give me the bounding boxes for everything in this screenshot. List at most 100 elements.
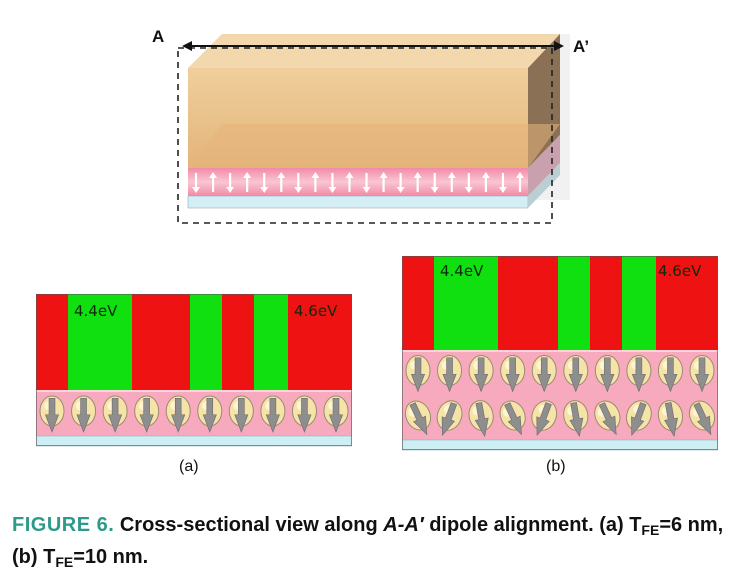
dipole-arrow <box>536 402 552 437</box>
dipole-arrow-head <box>260 187 269 193</box>
dipole-arrow <box>265 397 280 433</box>
dipole-arrow <box>76 397 91 433</box>
dipole-arrow-head <box>311 172 320 178</box>
interlayer <box>402 439 718 451</box>
dipole-ellipse-group <box>499 400 526 436</box>
dipole-arrow <box>600 357 615 393</box>
caption-text-2: dipole alignment. (a) T <box>429 514 642 536</box>
dipole-ellipse-group <box>197 395 223 433</box>
panel-b-wf-right: 4.6eV <box>658 262 702 280</box>
dipole-arrow <box>693 402 712 436</box>
dipole-ellipse-group <box>594 400 621 436</box>
dipole-ellipse-group <box>260 395 286 433</box>
figure-number: FIGURE 6. <box>12 514 115 536</box>
dipole-ellipse-group <box>165 395 191 433</box>
dipole-ellipse-group <box>102 395 128 433</box>
dipole-arrow <box>505 357 520 393</box>
cut-plane-outline <box>177 47 553 224</box>
panel-a: 4.4eV 4.6eV <box>36 294 352 452</box>
dipole-ellipse-group <box>405 355 431 393</box>
dipole-arrow <box>171 397 186 433</box>
gold-block-top <box>188 34 560 68</box>
dipole-arrow-head <box>328 187 337 193</box>
gold-block-inner-shade <box>188 124 560 168</box>
panel-b-svg <box>402 256 718 451</box>
panel-b: 4.4eV 4.6eV <box>402 256 718 452</box>
dipole-ellipse-group <box>468 400 494 438</box>
dipole-arrow <box>568 357 583 393</box>
dipole-arrow <box>108 397 123 433</box>
dipole-ellipse-group <box>468 355 494 393</box>
fe-layer-front <box>188 168 528 196</box>
dipole-arrow-head <box>396 187 405 193</box>
dipole-ellipse-group <box>134 395 160 433</box>
dipole-ellipse-group <box>688 400 716 436</box>
top-3d-diagram <box>160 20 600 240</box>
panel-a-svg <box>36 294 352 447</box>
dipole-arrow-head <box>243 172 252 178</box>
dipole-ellipse-group <box>404 400 432 436</box>
dipole-arrow <box>441 402 458 437</box>
dipole-ellipse-group <box>500 355 526 393</box>
dipole-ellipse-group <box>531 355 557 393</box>
metal-stripe-2 <box>498 256 558 350</box>
dipole-arrow <box>410 357 426 393</box>
label-a-prime: A’ <box>573 37 590 56</box>
dipole-arrow-head <box>413 172 422 178</box>
dipole-ellipse-group <box>563 400 589 438</box>
label-a: A <box>152 27 165 46</box>
metal-stripe-1 <box>68 294 132 390</box>
figure-caption: FIGURE 6. Cross-sectional view along A-A… <box>12 512 732 576</box>
dipole-arrow-head <box>464 187 473 193</box>
dipole-ellipse-group <box>39 395 65 433</box>
panel-frame <box>36 294 352 446</box>
metal-stripe-5 <box>254 294 288 390</box>
dipole-ellipse-group <box>323 395 349 433</box>
dipole-arrow <box>328 397 344 433</box>
dipole-arrow-head <box>294 187 303 193</box>
top-3d-svg <box>177 34 570 224</box>
caption-text-4: =10 nm. <box>73 546 149 568</box>
dipole-ellipse-group <box>71 395 97 433</box>
dipole-arrow-head <box>345 172 354 178</box>
caption-italic-term: A-A′ <box>383 514 424 536</box>
metal-stripe-4 <box>590 256 622 350</box>
dipole-arrow-head <box>379 172 388 178</box>
metal-stripe-4 <box>222 294 254 390</box>
arrowhead-left <box>182 41 192 51</box>
dipole-arrow <box>234 397 249 433</box>
metal-stripe-3 <box>190 294 222 390</box>
dipole-arrow <box>631 402 647 437</box>
fe-layer-top-edge <box>402 350 718 352</box>
dipole-arrow <box>139 397 154 433</box>
panel-a-wf-left: 4.4eV <box>74 302 118 320</box>
panel-b-wf-left: 4.4eV <box>440 262 484 280</box>
dipole-ellipse-group <box>437 355 463 393</box>
caption-text-3: =6 nm, (b) T <box>12 514 724 568</box>
panel-a-wf-right: 4.6eV <box>294 302 338 320</box>
dipole-arrow-head <box>362 187 371 193</box>
dipole-ellipse-group <box>689 355 715 393</box>
metal-stripe-2 <box>132 294 190 390</box>
metal-stripe-1 <box>434 256 498 350</box>
dipole-ellipse-group <box>531 400 558 437</box>
metal-stripe-5 <box>622 256 656 350</box>
caption-text-1: Cross-sectional view along <box>119 514 378 536</box>
panel-a-label: (a) <box>179 458 199 475</box>
dipole-arrow-head <box>209 172 218 178</box>
dipole-ellipse-group <box>626 400 652 437</box>
dipole-arrow <box>474 402 489 438</box>
top-dipole-arrows <box>192 172 524 193</box>
dipole-ellipse-group <box>291 395 317 433</box>
dipole-arrow-head <box>226 187 235 193</box>
metal-stripe-3 <box>558 256 590 350</box>
metal-stripe-6 <box>656 256 718 350</box>
caption-sub-1: FE <box>641 522 660 538</box>
dipole-ellipse-group <box>657 400 684 438</box>
dipole-ellipse-group <box>594 355 620 393</box>
dipole-arrow <box>664 402 678 438</box>
dipole-ellipse-group <box>436 400 463 437</box>
dipole-arrow <box>442 357 457 393</box>
dipole-arrow <box>202 397 217 433</box>
interlayer <box>36 435 352 447</box>
